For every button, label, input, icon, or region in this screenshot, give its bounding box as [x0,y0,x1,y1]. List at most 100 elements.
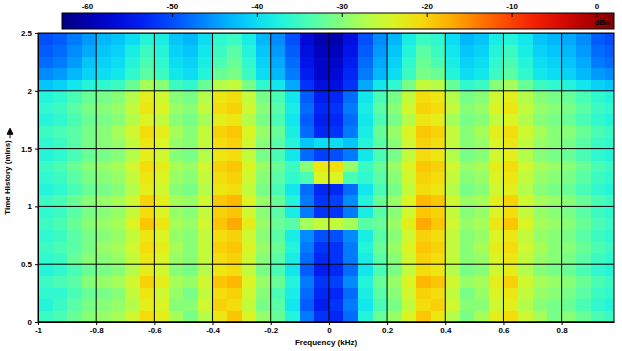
cell [67,310,82,322]
cell [431,149,446,161]
cell [183,102,198,114]
cell [140,230,155,242]
cell [329,137,344,149]
cell [591,218,606,230]
cell [285,264,300,276]
cell [314,102,329,114]
cell [53,160,68,172]
cell [489,264,504,276]
cell [445,79,460,91]
cell [314,160,329,172]
grid-line [503,33,504,322]
cell [533,114,548,126]
cell [533,206,548,218]
cell [591,45,606,57]
cell [358,230,373,242]
cell [445,253,460,265]
cell [591,125,606,137]
cell [518,230,533,242]
cell [387,230,402,242]
cell [314,68,329,80]
cell [416,172,431,184]
cell [474,68,489,80]
cell [198,68,213,80]
cell [402,45,417,57]
cell [53,137,68,149]
cell [373,195,388,207]
cell [67,68,82,80]
cell [358,114,373,126]
cell [387,68,402,80]
cell [183,33,198,45]
cell [198,114,213,126]
cell [474,33,489,45]
cell [445,299,460,311]
cell [314,299,329,311]
cell [562,68,577,80]
cell [387,218,402,230]
colorbar [62,13,614,29]
cell [547,149,562,161]
cell [285,125,300,137]
tick-mark [35,33,38,34]
cell [213,114,228,126]
cell [343,45,358,57]
cell [503,114,518,126]
tick: 0.4 [440,322,452,335]
cell [460,45,475,57]
cell [125,33,140,45]
cell [227,299,242,311]
cell [227,79,242,91]
tick-label: -20 [421,2,433,11]
cell [256,230,271,242]
cell [518,206,533,218]
cell [271,125,286,137]
cell [547,160,562,172]
cell [140,160,155,172]
cell [38,33,53,45]
cell [242,172,257,184]
cell [140,56,155,68]
cell [343,172,358,184]
cell [533,79,548,91]
cell [271,79,286,91]
cell [125,137,140,149]
cell [227,206,242,218]
tick-mark [427,13,428,17]
cell [343,91,358,103]
cell [154,276,169,288]
cell [329,183,344,195]
cell [576,264,591,276]
cell [373,299,388,311]
cell [460,310,475,322]
cell [82,299,97,311]
cell [343,206,358,218]
cell [227,218,242,230]
tick-label: 1 [28,202,33,211]
cell [285,56,300,68]
cell [271,299,286,311]
cell [474,206,489,218]
cell [154,79,169,91]
cell [343,183,358,195]
cell [343,56,358,68]
cell [533,230,548,242]
cell [96,299,111,311]
cell [474,195,489,207]
cell [285,45,300,57]
grid-line [38,90,614,91]
cell [343,160,358,172]
cell [460,241,475,253]
cell [576,206,591,218]
cell [140,264,155,276]
cell [591,149,606,161]
cell [416,33,431,45]
cell [489,195,504,207]
cell [67,172,82,184]
cell [67,160,82,172]
cell [314,241,329,253]
tick-label: 0.8 [557,326,569,335]
cell [314,137,329,149]
cell [576,253,591,265]
cell [474,276,489,288]
